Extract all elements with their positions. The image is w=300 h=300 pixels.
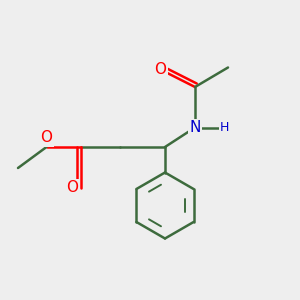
Text: O: O	[67, 180, 79, 195]
Text: H: H	[220, 121, 229, 134]
Text: O: O	[40, 130, 52, 146]
Text: N: N	[189, 120, 201, 135]
Text: O: O	[154, 62, 166, 77]
